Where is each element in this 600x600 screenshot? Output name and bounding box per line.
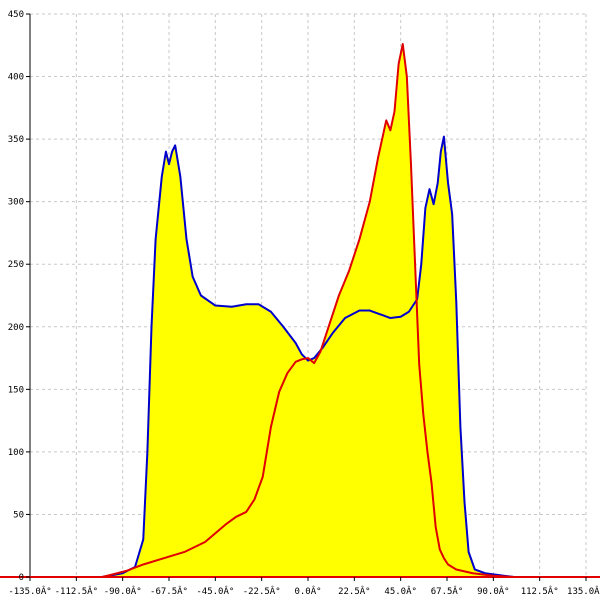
x-tick-label: -90.0Â°	[104, 585, 142, 597]
y-tick-label: 250	[8, 260, 24, 270]
series-2-line	[101, 43, 514, 578]
x-tick-label: 0.0Â°	[294, 585, 321, 597]
x-tick-label: -45.0Â°	[196, 585, 234, 597]
x-tick-label: 135.0Â°	[567, 585, 600, 597]
y-tick-label: 100	[8, 448, 24, 458]
x-tick-label: 22.5Â°	[338, 585, 371, 597]
y-tick-label: 350	[8, 135, 24, 145]
y-tick-label: 200	[8, 323, 24, 333]
x-tick-label: 45.0Â°	[384, 585, 417, 597]
series-lines	[101, 43, 515, 578]
x-tick-label: -112.5Â°	[55, 585, 98, 597]
x-tick-label: 90.0Â°	[477, 585, 510, 597]
x-tick-label: -135.0Â°	[8, 585, 51, 597]
axes	[0, 13, 600, 581]
y-tick-label: 150	[8, 385, 24, 395]
x-tick-label: -67.5Â°	[150, 585, 188, 597]
tick-labels: -135.0Â° -112.5Â° -90.0Â° -67.5Â° -45.0Â° -22…	[8, 10, 600, 597]
x-tick-label: -22.5Â°	[243, 585, 281, 597]
y-tick-label: 400	[8, 73, 24, 83]
y-tick-label: 450	[8, 10, 24, 20]
x-tick-label: 67.5Â°	[431, 585, 464, 597]
y-tick-label: 50	[13, 510, 24, 520]
y-tick-label: 0	[19, 573, 24, 583]
y-tick-label: 300	[8, 198, 24, 208]
x-tick-label: 112.5Â°	[521, 585, 559, 597]
